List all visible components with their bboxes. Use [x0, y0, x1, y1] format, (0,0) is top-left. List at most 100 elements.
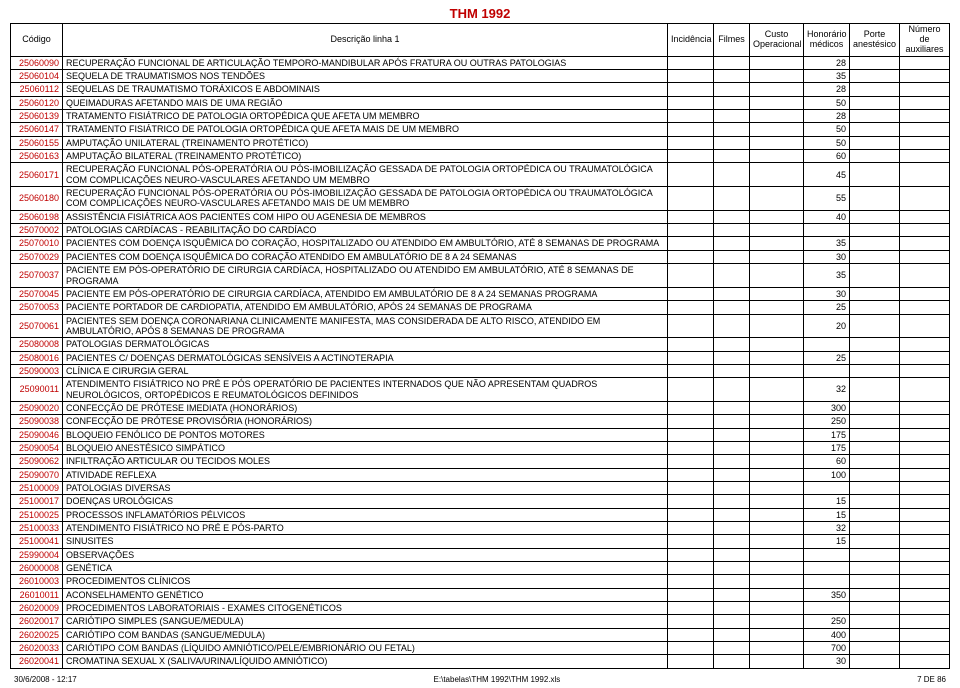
cell-porte — [850, 535, 900, 548]
cell-numero — [900, 535, 950, 548]
table-row: 25100017DOENÇAS UROLÓGICAS15 — [11, 495, 950, 508]
cell-custo — [750, 163, 804, 187]
cell-codigo: 25060112 — [11, 83, 63, 96]
table-row: 26020033CARIÓTIPO COM BANDAS (LÍQUIDO AM… — [11, 642, 950, 655]
cell-incidencia — [668, 364, 714, 377]
cell-custo — [750, 250, 804, 263]
cell-filmes — [714, 187, 750, 211]
cell-codigo: 25090020 — [11, 401, 63, 414]
table-row: 25990004OBSERVAÇÕES — [11, 548, 950, 561]
cell-honorario: 28 — [804, 56, 850, 69]
cell-numero — [900, 495, 950, 508]
cell-desc: CARIÓTIPO SIMPLES (SANGUE/MEDULA) — [63, 615, 668, 628]
cell-codigo: 25060198 — [11, 210, 63, 223]
cell-filmes — [714, 250, 750, 263]
cell-custo — [750, 495, 804, 508]
cell-incidencia — [668, 655, 714, 668]
cell-desc: PACIENTE PORTADOR DE CARDIOPATIA, ATENDI… — [63, 301, 668, 314]
cell-numero — [900, 615, 950, 628]
cell-filmes — [714, 441, 750, 454]
cell-desc: PACIENTES SEM DOENÇA CORONARIANA CLINICA… — [63, 314, 668, 338]
footer-center: E:\tabelas\THM 1992\THM 1992.xls — [434, 675, 561, 684]
cell-numero — [900, 264, 950, 288]
cell-filmes — [714, 338, 750, 351]
cell-filmes — [714, 482, 750, 495]
cell-porte — [850, 70, 900, 83]
cell-numero — [900, 187, 950, 211]
cell-custo — [750, 562, 804, 575]
cell-codigo: 25060171 — [11, 163, 63, 187]
cell-numero — [900, 428, 950, 441]
cell-incidencia — [668, 522, 714, 535]
cell-incidencia — [668, 628, 714, 641]
cell-desc: RECUPERAÇÃO FUNCIONAL DE ARTICULAÇÃO TEM… — [63, 56, 668, 69]
cell-custo — [750, 642, 804, 655]
cell-codigo: 26020025 — [11, 628, 63, 641]
table-row: 25070010PACIENTES COM DOENÇA ISQUÊMICA D… — [11, 237, 950, 250]
cell-custo — [750, 468, 804, 481]
cell-custo — [750, 150, 804, 163]
cell-incidencia — [668, 615, 714, 628]
cell-custo — [750, 602, 804, 615]
cell-porte — [850, 163, 900, 187]
cell-desc: PROCEDIMENTOS LABORATORIAIS - EXAMES CIT… — [63, 602, 668, 615]
cell-desc: DOENÇAS UROLÓGICAS — [63, 495, 668, 508]
cell-filmes — [714, 264, 750, 288]
cell-honorario: 20 — [804, 314, 850, 338]
cell-porte — [850, 210, 900, 223]
cell-desc: SEQUELA DE TRAUMATISMOS NOS TENDÕES — [63, 70, 668, 83]
table-body: 25060090RECUPERAÇÃO FUNCIONAL DE ARTICUL… — [11, 56, 950, 668]
cell-numero — [900, 351, 950, 364]
table-row: 25080008PATOLOGIAS DERMATOLÓGICAS — [11, 338, 950, 351]
cell-custo — [750, 110, 804, 123]
cell-custo — [750, 301, 804, 314]
cell-codigo: 26010003 — [11, 575, 63, 588]
cell-custo — [750, 588, 804, 601]
cell-codigo: 26020017 — [11, 615, 63, 628]
cell-incidencia — [668, 210, 714, 223]
cell-honorario — [804, 364, 850, 377]
cell-numero — [900, 136, 950, 149]
table-row: 26020025CARIÓTIPO COM BANDAS (SANGUE/MED… — [11, 628, 950, 641]
cell-filmes — [714, 96, 750, 109]
cell-filmes — [714, 314, 750, 338]
table-row: 25060155AMPUTAÇÃO UNILATERAL (TREINAMENT… — [11, 136, 950, 149]
table-row: 25060163AMPUTAÇÃO BILATERAL (TREINAMENTO… — [11, 150, 950, 163]
table-row: 25070037PACIENTE EM PÓS-OPERATÓRIO DE CI… — [11, 264, 950, 288]
cell-custo — [750, 287, 804, 300]
cell-custo — [750, 401, 804, 414]
cell-incidencia — [668, 150, 714, 163]
cell-filmes — [714, 575, 750, 588]
cell-desc: AMPUTAÇÃO BILATERAL (TREINAMENTO PROTÉTI… — [63, 150, 668, 163]
cell-custo — [750, 136, 804, 149]
cell-porte — [850, 123, 900, 136]
cell-incidencia — [668, 602, 714, 615]
cell-incidencia — [668, 237, 714, 250]
table-row: 25100009PATOLOGIAS DIVERSAS — [11, 482, 950, 495]
cell-honorario — [804, 482, 850, 495]
header-codigo: Código — [11, 24, 63, 57]
table-row: 25060171RECUPERAÇÃO FUNCIONAL PÓS-OPERAT… — [11, 163, 950, 187]
cell-desc: SEQUELAS DE TRAUMATISMO TORÁXICOS E ABDO… — [63, 83, 668, 96]
cell-custo — [750, 628, 804, 641]
cell-custo — [750, 56, 804, 69]
cell-desc: PACIENTES COM DOENÇA ISQUÊMICA DO CORAÇÃ… — [63, 237, 668, 250]
cell-numero — [900, 401, 950, 414]
cell-numero — [900, 378, 950, 402]
cell-numero — [900, 96, 950, 109]
cell-custo — [750, 655, 804, 668]
cell-filmes — [714, 378, 750, 402]
cell-numero — [900, 602, 950, 615]
cell-filmes — [714, 401, 750, 414]
cell-porte — [850, 522, 900, 535]
cell-honorario: 60 — [804, 455, 850, 468]
cell-filmes — [714, 136, 750, 149]
cell-incidencia — [668, 224, 714, 237]
cell-desc: ACONSELHAMENTO GENÉTICO — [63, 588, 668, 601]
cell-desc: RECUPERAÇÃO FUNCIONAL PÓS-OPERATÓRIA OU … — [63, 187, 668, 211]
cell-filmes — [714, 548, 750, 561]
cell-codigo: 26010011 — [11, 588, 63, 601]
footer-left: 30/6/2008 - 12:17 — [14, 675, 77, 684]
cell-codigo: 26000008 — [11, 562, 63, 575]
cell-honorario: 60 — [804, 150, 850, 163]
